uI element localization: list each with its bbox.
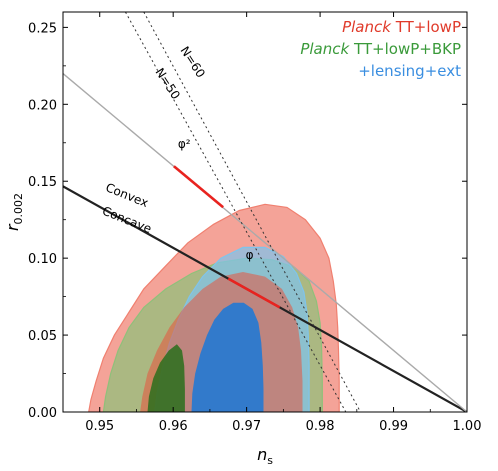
contour-inner-lensing-ext bbox=[191, 302, 264, 412]
y-tick-label: 0.20 bbox=[28, 98, 57, 113]
annotation-4: φ² bbox=[178, 137, 191, 151]
x-axis-label: ns bbox=[257, 445, 273, 467]
y-tick-label: 0.25 bbox=[28, 21, 57, 36]
x-tick-label: 0.99 bbox=[379, 419, 408, 434]
line-n-60 bbox=[143, 12, 361, 412]
annotation-5: φ bbox=[246, 248, 254, 262]
x-tick-label: 0.95 bbox=[85, 419, 114, 434]
y-axis-label: r0.002 bbox=[3, 193, 25, 231]
annotation-1: N=60 bbox=[177, 44, 207, 80]
line-layer bbox=[63, 12, 467, 412]
x-tick-label: 0.98 bbox=[306, 419, 335, 434]
x-tick-label: 0.97 bbox=[232, 419, 261, 434]
x-tick-label: 0.96 bbox=[159, 419, 188, 434]
y-tick-label: 0.00 bbox=[28, 406, 57, 421]
y-tick-label: 0.05 bbox=[28, 329, 57, 344]
legend-entry: Planck TT+lowP bbox=[342, 18, 461, 36]
x-tick-label: 1.00 bbox=[453, 419, 482, 434]
line-phi-2-prediction bbox=[173, 165, 224, 209]
contour-inner-planck-tt-lowp-bkp bbox=[147, 344, 185, 412]
legend-entry: +lensing+ext bbox=[358, 62, 461, 80]
tick-layer: 0.95 0.96 0.97 0.98 0.99 1.00 0.00 0.05 0.10 0.15… bbox=[28, 12, 481, 434]
plot-frame bbox=[62, 11, 468, 413]
line-phi-2-line bbox=[63, 73, 467, 412]
y-tick-label: 0.15 bbox=[28, 175, 57, 190]
contour-layer bbox=[88, 203, 340, 412]
line-n-50 bbox=[124, 12, 347, 412]
line-phi-prediction bbox=[227, 277, 281, 309]
annotation-0: N=50 bbox=[153, 65, 183, 101]
legend-entry: Planck TT+lowP+BKP bbox=[300, 40, 461, 58]
legend: Planck TT+lowP Planck TT+lowP+BKP +lensing… bbox=[300, 18, 461, 80]
y-tick-label: 0.10 bbox=[28, 252, 57, 267]
